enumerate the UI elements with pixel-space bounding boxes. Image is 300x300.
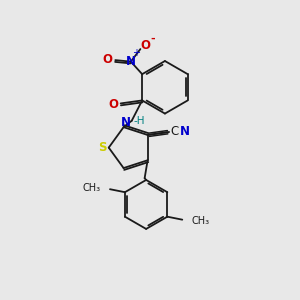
Text: N: N: [121, 116, 131, 129]
Text: +: +: [132, 48, 140, 58]
Text: S: S: [98, 140, 106, 154]
Text: -H: -H: [134, 116, 145, 126]
Text: N: N: [126, 55, 136, 68]
Text: O: O: [108, 98, 118, 110]
Text: O: O: [103, 53, 112, 66]
Text: N: N: [180, 125, 190, 138]
Text: C: C: [170, 125, 178, 138]
Text: -: -: [151, 34, 155, 44]
Text: CH₃: CH₃: [83, 183, 101, 193]
Text: O: O: [141, 39, 151, 52]
Text: CH₃: CH₃: [191, 216, 209, 226]
